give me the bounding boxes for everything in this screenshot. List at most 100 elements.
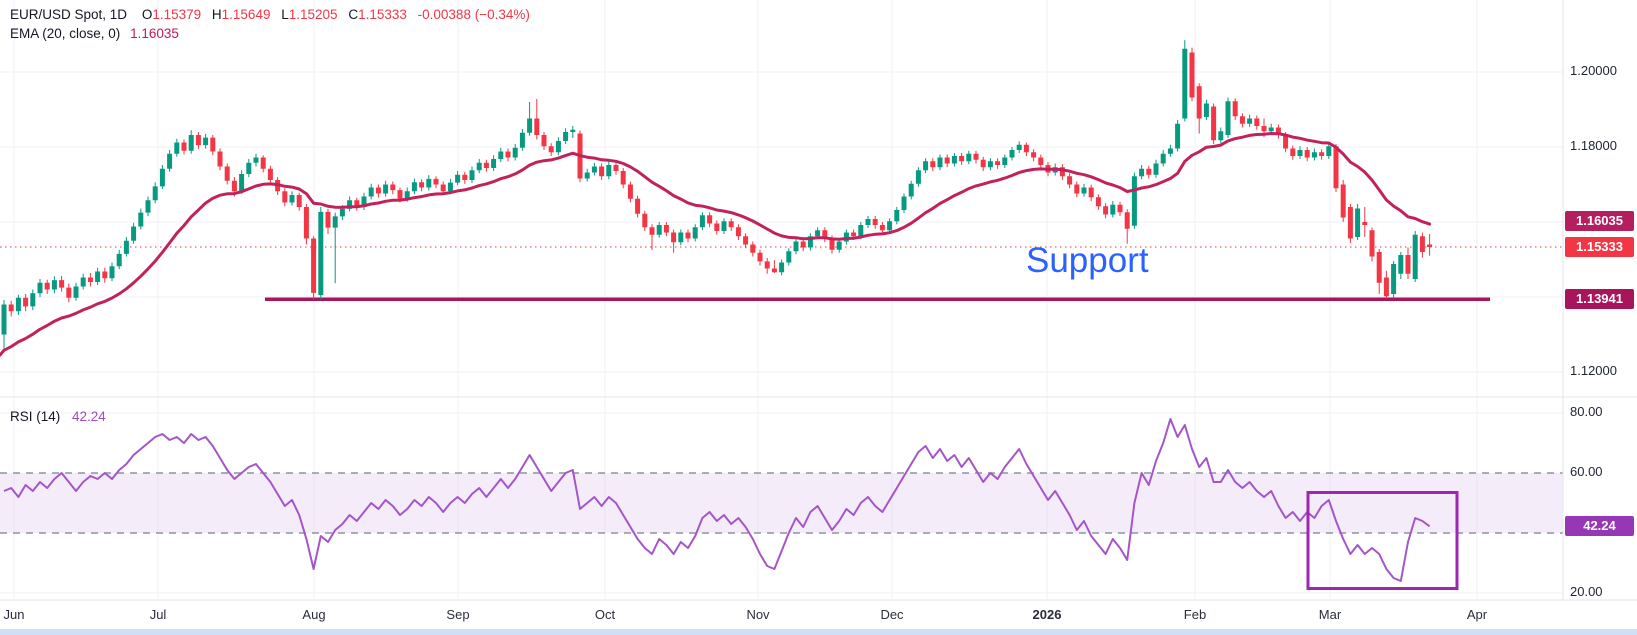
time-axis[interactable]: Jun Jul Aug Sep Oct Nov Dec 2026 Feb Mar Apr bbox=[0, 600, 1637, 629]
candle-body bbox=[1383, 277, 1389, 297]
time-tick-label: Oct bbox=[594, 607, 616, 622]
candle-body bbox=[714, 223, 720, 231]
candle-body bbox=[1297, 150, 1303, 156]
candle-body bbox=[764, 261, 770, 269]
candle-body bbox=[455, 174, 461, 183]
candle-body bbox=[426, 178, 432, 188]
candle-body bbox=[980, 159, 986, 168]
candle-body bbox=[1081, 187, 1087, 194]
candle-body bbox=[159, 168, 165, 187]
ema-legend[interactable]: EMA (20, close, 0) 1.16035 bbox=[10, 26, 179, 41]
open-value: 1.15379 bbox=[152, 7, 202, 22]
candle-body bbox=[757, 252, 763, 262]
time-tick-label: Jul bbox=[149, 607, 167, 622]
candle-body bbox=[966, 153, 972, 162]
candle-body bbox=[656, 225, 662, 235]
candle-body bbox=[195, 135, 201, 146]
candle-body bbox=[1167, 148, 1173, 154]
candle-body bbox=[332, 216, 338, 228]
candle-body bbox=[145, 200, 151, 213]
candle-body bbox=[1268, 127, 1274, 132]
candle-body bbox=[1139, 168, 1145, 177]
rsi-line bbox=[3, 418, 1431, 582]
rsi-highlight-box[interactable] bbox=[1306, 491, 1459, 590]
symbol-title[interactable]: EUR/USD Spot, 1D bbox=[10, 7, 128, 22]
candle-body bbox=[354, 200, 360, 207]
horizontal-scrollbar[interactable] bbox=[0, 629, 1637, 635]
candle-body bbox=[66, 287, 72, 298]
candle-body bbox=[339, 208, 345, 217]
candle-body bbox=[260, 157, 266, 169]
candle-body bbox=[188, 135, 194, 151]
candle-body bbox=[836, 241, 842, 250]
candle-body bbox=[231, 180, 237, 192]
candle-body bbox=[692, 227, 698, 239]
candle-body bbox=[440, 184, 446, 192]
candle-body bbox=[318, 211, 324, 296]
candle-body bbox=[8, 304, 14, 312]
candle-body bbox=[1369, 230, 1375, 257]
candle-body bbox=[51, 280, 57, 290]
candle-body bbox=[786, 251, 792, 263]
candle-body bbox=[599, 166, 605, 177]
candle-body bbox=[1391, 264, 1397, 294]
candle-body bbox=[1088, 187, 1094, 198]
candle-body bbox=[23, 297, 29, 307]
candle-body bbox=[815, 230, 821, 237]
candle-body bbox=[793, 241, 799, 252]
rsi-label: RSI (14) bbox=[10, 409, 61, 424]
candle-body bbox=[1203, 103, 1209, 117]
candle-body bbox=[80, 277, 86, 287]
candle-body bbox=[930, 161, 936, 168]
candle-body bbox=[879, 225, 885, 231]
candle-body bbox=[858, 225, 864, 237]
candle-body bbox=[1290, 148, 1296, 156]
candle-body bbox=[303, 207, 309, 239]
candle-body bbox=[527, 118, 533, 133]
candle-body bbox=[1362, 222, 1368, 225]
time-tick-label: Dec bbox=[880, 607, 904, 622]
rsi-legend[interactable]: RSI (14) 42.24 bbox=[10, 409, 106, 424]
candle-body bbox=[865, 219, 871, 225]
candle-body bbox=[771, 268, 777, 273]
candle-body bbox=[483, 162, 489, 168]
candle-body bbox=[44, 282, 50, 290]
candle-body bbox=[613, 165, 619, 171]
candle-body bbox=[203, 137, 209, 146]
candle-body bbox=[1239, 116, 1245, 124]
candle-body bbox=[1340, 184, 1346, 218]
candle-body bbox=[699, 215, 705, 228]
candle-body bbox=[735, 227, 741, 237]
candle-body bbox=[1333, 146, 1339, 189]
candle-body bbox=[498, 151, 504, 159]
candle-body bbox=[1304, 150, 1310, 158]
candle-body bbox=[627, 184, 633, 199]
candle-body bbox=[95, 271, 101, 282]
candle-body bbox=[447, 182, 453, 192]
candle-body bbox=[1254, 118, 1260, 126]
candle-body bbox=[411, 182, 417, 192]
candle-body bbox=[1103, 206, 1109, 215]
candle-body bbox=[1218, 131, 1224, 141]
candle-body bbox=[649, 227, 655, 235]
candle-body bbox=[663, 225, 669, 233]
candle-body bbox=[563, 132, 569, 141]
candle-body bbox=[584, 172, 590, 179]
time-tick-label: Jun bbox=[3, 607, 25, 622]
candle-body bbox=[555, 141, 561, 153]
candle-body bbox=[973, 153, 979, 160]
candle-body bbox=[1412, 234, 1418, 279]
candle-body bbox=[368, 187, 374, 197]
candle-body bbox=[289, 195, 295, 203]
support-annotation-text[interactable]: Support bbox=[1026, 241, 1149, 280]
symbol-legend[interactable]: EUR/USD Spot, 1D O1.15379 H1.15649 L1.15… bbox=[10, 7, 530, 22]
candle-body bbox=[534, 118, 540, 135]
time-tick-label: 2026 bbox=[1032, 607, 1062, 622]
candle-body bbox=[30, 293, 36, 307]
candle-body bbox=[152, 186, 158, 201]
ema-line bbox=[0, 132, 1432, 357]
candle-body bbox=[87, 277, 93, 282]
candle-body bbox=[217, 151, 223, 167]
candle-body bbox=[210, 137, 216, 152]
